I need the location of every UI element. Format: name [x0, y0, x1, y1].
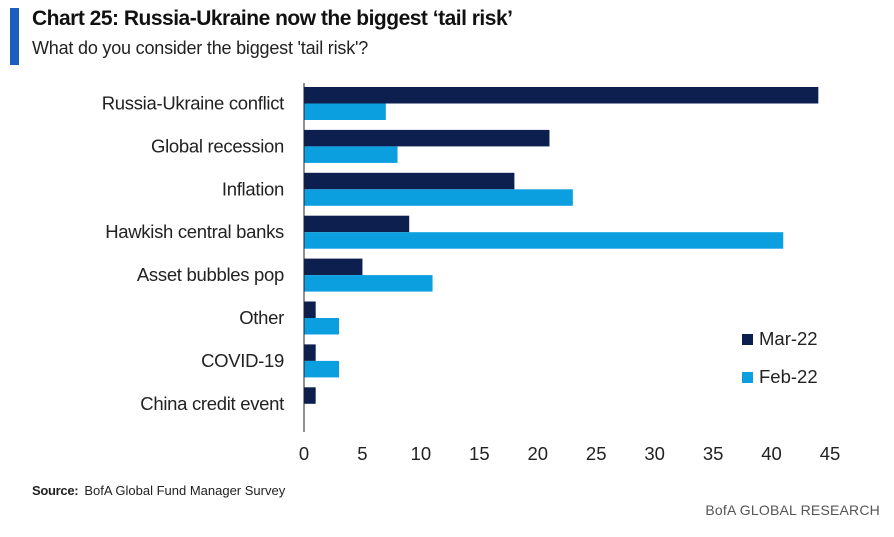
chart-title: Chart 25: Russia-Ukraine now the biggest… — [32, 7, 513, 30]
category-label: Other — [239, 307, 284, 328]
source-label: Source: — [32, 483, 79, 498]
bar-mar-22-7 — [304, 387, 316, 404]
legend-swatch-mar-22 — [742, 334, 753, 345]
bar-mar-22-6 — [304, 344, 316, 361]
bar-feb-22-3 — [304, 232, 784, 249]
bar-mar-22-4 — [304, 258, 363, 276]
x-tick-label: 25 — [586, 443, 607, 464]
legend-label: Mar-22 — [759, 328, 818, 349]
x-tick-label: 10 — [411, 443, 432, 464]
legend-label: Feb-22 — [759, 366, 818, 387]
bar-feb-22-6 — [304, 360, 340, 378]
bar-feb-22-2 — [304, 189, 573, 206]
bar-feb-22-4 — [304, 275, 433, 292]
bar-mar-22-3 — [304, 215, 410, 233]
x-tick-label: 0 — [299, 443, 309, 464]
bar-mar-22-1 — [304, 129, 550, 147]
x-tick-label: 5 — [357, 443, 367, 464]
x-tick-label: 35 — [703, 443, 724, 464]
bar-mar-22-5 — [304, 301, 316, 318]
category-label: COVID-19 — [201, 350, 284, 371]
bar-feb-22-1 — [304, 146, 398, 163]
x-tick-label: 20 — [527, 443, 548, 464]
x-tick-label: 45 — [820, 443, 841, 464]
category-label: China credit event — [140, 393, 284, 414]
x-tick-label: 40 — [761, 443, 782, 464]
bar-mar-22-2 — [304, 172, 515, 190]
category-label: Global recession — [151, 135, 284, 156]
x-tick-label: 15 — [469, 443, 490, 464]
category-label: Russia-Ukraine conflict — [102, 93, 284, 114]
bar-feb-22-5 — [304, 318, 340, 335]
category-label: Inflation — [222, 178, 284, 199]
legend-swatch-feb-22 — [742, 372, 753, 383]
x-tick-label: 30 — [644, 443, 665, 464]
chart-subtitle: What do you consider the biggest 'tail r… — [32, 38, 369, 58]
bar-mar-22-0 — [304, 87, 819, 104]
brand-label: BofA GLOBAL RESEARCH — [705, 502, 880, 518]
category-label: Asset bubbles pop — [137, 264, 284, 285]
bar-feb-22-0 — [304, 103, 386, 120]
source-note: Source: BofA Global Fund Manager Survey — [32, 483, 285, 498]
source-text: BofA Global Fund Manager Survey — [84, 483, 286, 498]
title-accent-bar — [10, 8, 19, 65]
category-label: Hawkish central banks — [105, 221, 284, 242]
